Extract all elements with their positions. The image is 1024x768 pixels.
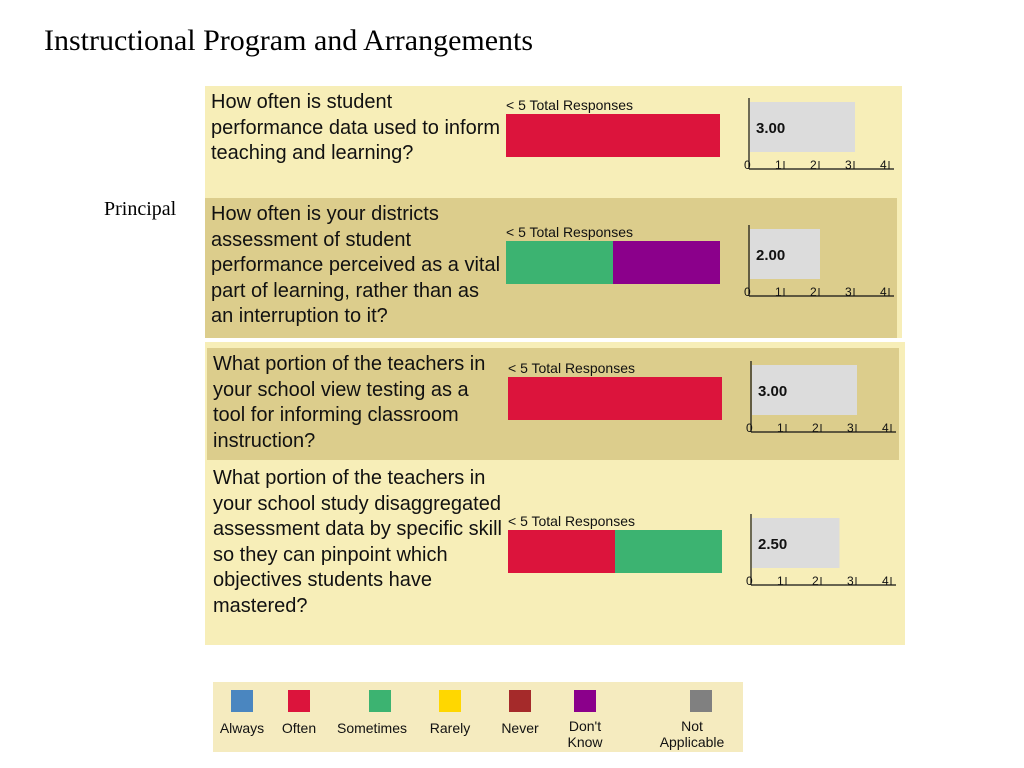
question-text: How often is your districts assessment o… — [211, 203, 501, 328]
response-bar — [508, 530, 722, 573]
legend-item-sometimes: Sometimes — [337, 682, 419, 752]
mean-bar — [750, 229, 820, 279]
respondent-label: Principal — [104, 198, 177, 220]
question-row: What portion of the teachers in your sch… — [207, 462, 903, 645]
question-group-1: How often is student performance data us… — [205, 86, 902, 338]
mean-score-chart: 3.00 0 1 2 3 4 — [746, 361, 896, 435]
legend-item-dont-know: Don't Know — [556, 682, 636, 752]
mean-bar — [752, 365, 857, 415]
mean-value-label: 2.00 — [756, 247, 785, 264]
question-text: What portion of the teachers in your sch… — [213, 353, 486, 452]
total-responses-label: < 5 Total Responses — [506, 224, 633, 240]
mean-score-chart: 3.00 0 1 2 3 4 — [744, 98, 894, 172]
legend-item-never: Never — [491, 682, 571, 752]
bar-segment-often — [508, 530, 615, 573]
x-tick-label: 4 — [880, 158, 887, 172]
legend-swatch — [509, 690, 531, 712]
question-text: How often is student performance data us… — [211, 91, 501, 165]
x-tick-label: 0 — [746, 574, 753, 588]
bar-segment-don-t-know — [613, 241, 720, 284]
legend-label: Not Applicable — [659, 718, 725, 750]
legend-label: Sometimes — [336, 720, 408, 736]
legend: Always Often Sometimes Rarely Never Don't Kno… — [213, 682, 743, 752]
bar-segment-sometimes — [506, 241, 613, 284]
x-tick-label: 4 — [882, 574, 889, 588]
x-tick-label: 3 — [847, 574, 854, 588]
x-tick-label: 3 — [845, 285, 852, 299]
x-tick-label: 2 — [812, 421, 819, 435]
legend-item-often: Often — [270, 682, 350, 752]
question-group-2: What portion of the teachers in your sch… — [205, 342, 905, 645]
total-responses-label: < 5 Total Responses — [508, 360, 635, 376]
legend-swatch — [439, 690, 461, 712]
mean-value-label: 2.50 — [758, 536, 787, 553]
legend-label: Often — [281, 720, 317, 736]
legend-label: Rarely — [429, 720, 471, 736]
legend-item-rarely: Rarely — [421, 682, 501, 752]
question-row: How often is your districts assessment o… — [205, 198, 897, 338]
bar-segment-often — [506, 114, 720, 157]
x-tick-label: 2 — [810, 285, 817, 299]
x-tick-label: 1 — [775, 285, 782, 299]
x-tick-label: 0 — [744, 158, 751, 172]
legend-label: Never — [501, 720, 539, 736]
mean-bar — [750, 102, 855, 152]
legend-swatch — [574, 690, 596, 712]
legend-swatch — [231, 690, 253, 712]
mean-score-chart: 2.50 0 1 2 3 4 — [746, 514, 896, 588]
x-tick-label: 2 — [810, 158, 817, 172]
response-bar — [506, 114, 720, 157]
question-row: How often is student performance data us… — [205, 86, 902, 198]
legend-label: Don't Know — [567, 718, 603, 750]
x-tick-label: 4 — [880, 285, 887, 299]
mean-value-label: 3.00 — [758, 383, 787, 400]
question-row: What portion of the teachers in your sch… — [207, 348, 899, 460]
x-tick-label: 3 — [847, 421, 854, 435]
bar-segment-sometimes — [615, 530, 722, 573]
mean-score-chart: 2.00 0 1 2 3 4 — [744, 225, 894, 299]
legend-item-always: Always — [213, 682, 293, 752]
x-tick-label: 0 — [746, 421, 753, 435]
legend-swatch — [369, 690, 391, 712]
legend-swatch — [288, 690, 310, 712]
x-tick-label: 1 — [775, 158, 782, 172]
x-tick-label: 0 — [744, 285, 751, 299]
response-bar — [506, 241, 720, 284]
mean-value-label: 3.00 — [756, 120, 785, 137]
total-responses-label: < 5 Total Responses — [506, 97, 633, 113]
legend-label: Always — [219, 720, 265, 736]
legend-swatch — [690, 690, 712, 712]
legend-item-not-applicable: Not Applicable — [654, 682, 734, 752]
question-text: What portion of the teachers in your sch… — [213, 467, 503, 617]
response-bar — [508, 377, 722, 420]
x-tick-label: 3 — [845, 158, 852, 172]
x-tick-label: 1 — [777, 574, 784, 588]
bar-segment-often — [508, 377, 722, 420]
mean-bar — [752, 518, 840, 568]
x-tick-label: 1 — [777, 421, 784, 435]
x-tick-label: 2 — [812, 574, 819, 588]
x-tick-label: 4 — [882, 421, 889, 435]
total-responses-label: < 5 Total Responses — [508, 513, 635, 529]
page-title: Instructional Program and Arrangements — [44, 24, 534, 57]
